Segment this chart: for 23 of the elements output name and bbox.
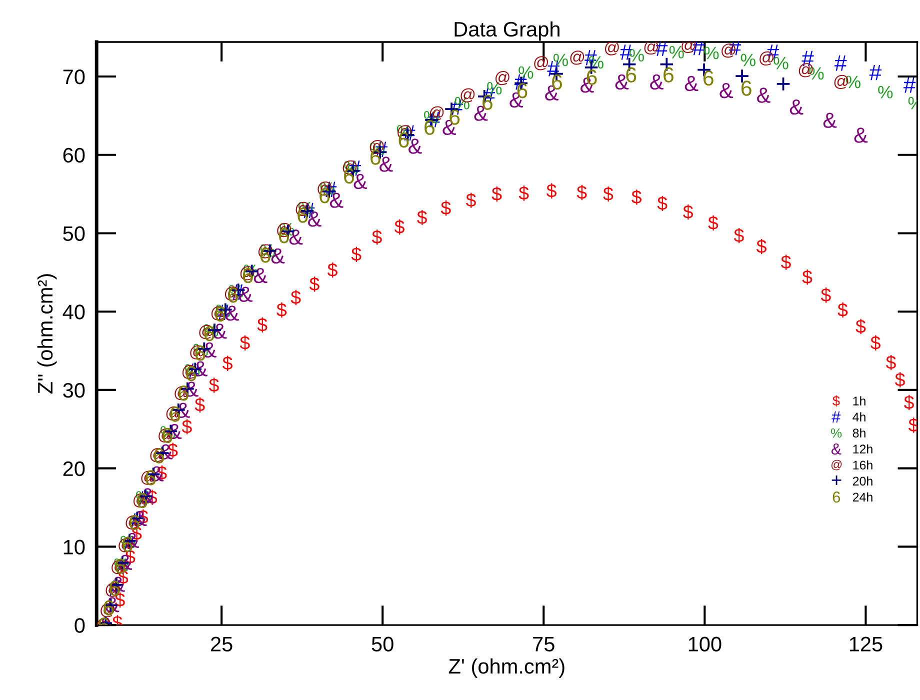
legend-label: 20h	[852, 476, 872, 486]
x-tick-label: 100	[688, 636, 722, 652]
y-tick-label: 60	[63, 148, 85, 163]
y-axis-title: Z'' (ohm.cm²)	[37, 274, 57, 394]
x-tick-label: 75	[533, 636, 554, 652]
legend-label: 16h	[853, 460, 872, 470]
x-tick-label: 125	[850, 636, 882, 652]
y-tick-label: 50	[63, 226, 85, 241]
x-axis-title: Z' (ohm.cm²)	[448, 658, 564, 678]
y-tick-label: 20	[63, 461, 85, 476]
y-tick-label: 10	[64, 540, 85, 554]
legend-label: 8h	[852, 428, 866, 438]
legend-label: 4h	[852, 412, 866, 422]
legend-label: 12h	[853, 444, 872, 454]
chart-title: Data Graph	[454, 21, 560, 41]
y-tick-label: 70	[63, 69, 85, 84]
legend-label: 24h	[852, 492, 872, 502]
x-tick-label: 50	[372, 636, 394, 652]
y-tick-label: 30	[63, 382, 85, 398]
legend-label: 1h	[853, 396, 866, 406]
y-tick-label: 0	[74, 618, 85, 633]
y-tick-label: 40	[62, 304, 85, 320]
x-tick-label: 25	[211, 636, 232, 652]
